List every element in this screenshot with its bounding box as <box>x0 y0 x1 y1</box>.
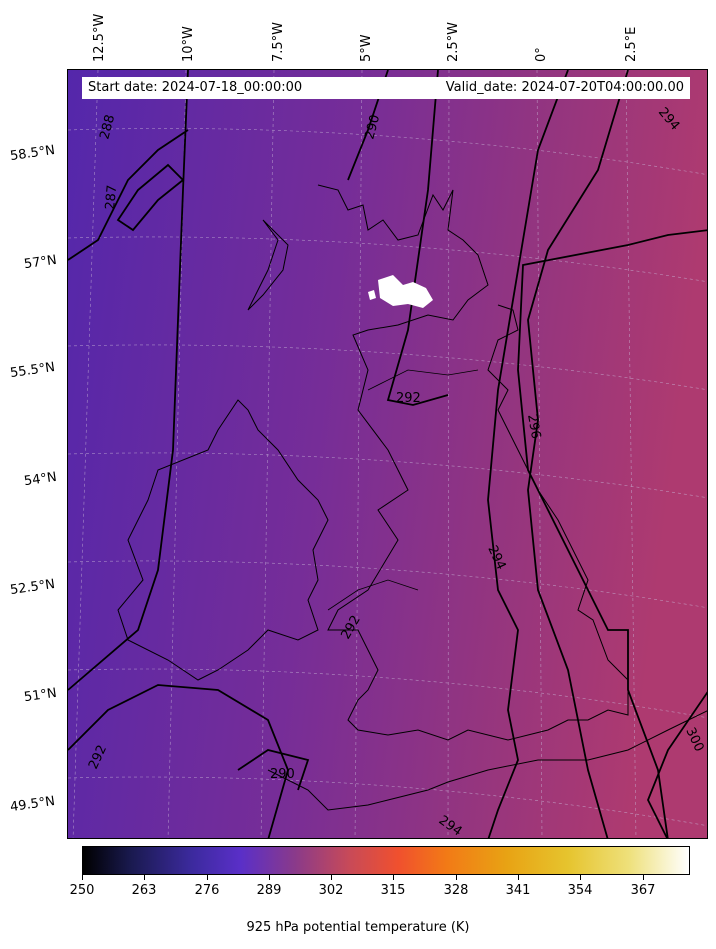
contour-290-south <box>237 749 310 791</box>
contour-292-south <box>68 684 289 838</box>
coastline-outer-hebrides <box>247 219 289 311</box>
colorbar-tick-label: 315 <box>380 883 406 898</box>
map-canvas: 288 287 290 294 292 296 294 292 292 290 … <box>68 70 707 838</box>
lon-label-7-5w: 7.5°W <box>271 21 286 62</box>
coastline-ireland <box>117 399 329 681</box>
lon-label-0: 0° <box>534 47 549 62</box>
colorbar-tick <box>207 875 208 880</box>
colorbar-tick-label: 263 <box>131 883 157 898</box>
colorbar-tick <box>580 875 581 880</box>
contour-label-288: 288 <box>97 113 118 141</box>
graticule <box>68 70 707 838</box>
temperature-field <box>68 70 707 838</box>
colorbar-tick <box>643 875 644 880</box>
contour-label-292: 292 <box>396 391 421 406</box>
map-panel: 288 287 290 294 292 296 294 292 292 290 … <box>67 69 708 839</box>
colorbar-tick <box>393 875 394 880</box>
contour-288 <box>68 129 189 261</box>
colorbar <box>82 846 690 875</box>
colorbar-tick-label: 302 <box>318 883 344 898</box>
contour-300 <box>647 691 707 838</box>
coastlines <box>117 184 707 811</box>
start-date: Start date: 2024-07-18_00:00:00 <box>88 80 303 95</box>
lon-label-5w: 5°W <box>359 34 374 62</box>
contour-298 <box>517 229 707 838</box>
lon-label-2-5w: 2.5°W <box>446 21 461 62</box>
lat-label-58-5n: 58.5°N <box>9 142 56 165</box>
lat-label-52-5n: 52.5°N <box>9 576 56 599</box>
lat-label-51n: 51°N <box>23 685 58 706</box>
contour-label-287: 287 <box>103 184 120 210</box>
lon-label-12-5w: 12.5°W <box>92 13 107 62</box>
colorbar-title: 925 hPa potential temperature (K) <box>246 920 470 935</box>
colorbar-tick <box>518 875 519 880</box>
colorbar-tick <box>456 875 457 880</box>
lon-label-2-5e: 2.5°E <box>624 26 639 62</box>
colorbar-tick-label: 341 <box>505 883 531 898</box>
colorbar-tick-label: 367 <box>630 883 656 898</box>
lat-label-57n: 57°N <box>23 252 58 273</box>
colorbar-tick-label: 250 <box>69 883 95 898</box>
contour-label-296: 296 <box>524 413 543 440</box>
contour-292 <box>386 70 449 406</box>
colorbar-tick-label: 276 <box>194 883 220 898</box>
colorbar-tick <box>82 875 83 880</box>
colorbar-tick <box>269 875 270 880</box>
colorbar-tick-label: 289 <box>256 883 282 898</box>
contour-label-290: 290 <box>362 113 383 141</box>
colorbar-tick <box>144 875 145 880</box>
lat-label-54n: 54°N <box>23 469 58 490</box>
colorbar-tick <box>331 875 332 880</box>
lat-label-49-5n: 49.5°N <box>9 793 56 816</box>
contour-label-290-s: 290 <box>270 767 295 782</box>
date-header: Start date: 2024-07-18_00:00:00 Valid_da… <box>82 77 690 99</box>
contour-294 <box>487 70 569 838</box>
colorbar-tick-label: 328 <box>443 883 469 898</box>
missing-data-patch <box>368 275 433 308</box>
lat-label-55-5n: 55.5°N <box>9 359 56 382</box>
valid-date: Valid_date: 2024-07-20T04:00:00.00 <box>445 80 684 95</box>
coastline-france <box>267 710 707 811</box>
colorbar-tick-label: 354 <box>567 883 593 898</box>
contour-290-west <box>68 70 189 691</box>
borders <box>327 369 479 611</box>
lon-label-10w: 10°W <box>181 26 196 62</box>
contour-296 <box>527 70 629 838</box>
coastline-great-britain <box>317 184 629 741</box>
contours <box>68 70 707 838</box>
